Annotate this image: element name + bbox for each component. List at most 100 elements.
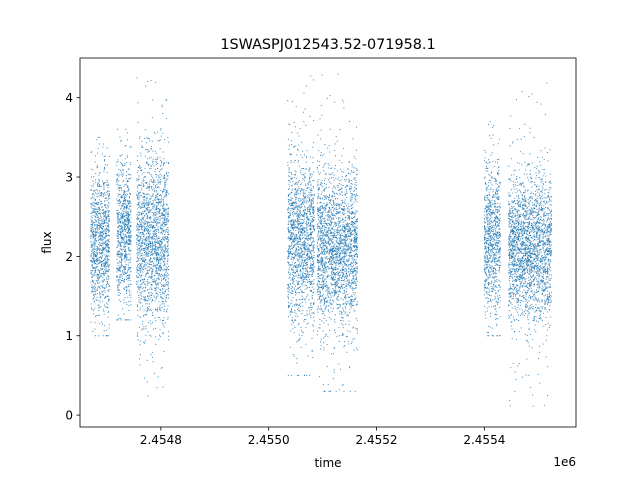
data-point — [92, 252, 94, 254]
data-point — [150, 198, 152, 199]
data-point — [144, 219, 146, 221]
data-point — [148, 206, 150, 208]
data-point — [127, 216, 129, 218]
data-point — [127, 239, 129, 241]
data-point — [330, 177, 332, 179]
data-point — [121, 225, 123, 227]
data-point — [301, 231, 303, 233]
data-point — [167, 318, 169, 320]
data-point — [310, 253, 312, 255]
data-point — [312, 209, 314, 211]
data-point — [152, 163, 154, 165]
data-point — [139, 309, 141, 311]
data-point — [165, 223, 167, 225]
data-point — [140, 184, 142, 186]
data-point — [305, 268, 307, 270]
data-point — [339, 258, 341, 260]
data-point — [126, 212, 128, 214]
data-point — [305, 229, 307, 231]
data-point — [298, 144, 300, 146]
data-point — [311, 274, 313, 276]
data-point — [151, 246, 153, 248]
data-point — [304, 299, 306, 301]
data-point — [301, 245, 303, 247]
data-point — [125, 293, 127, 295]
data-point — [150, 277, 152, 279]
data-point — [129, 215, 131, 217]
data-point — [320, 263, 322, 265]
data-point — [153, 245, 155, 247]
data-point — [117, 314, 119, 316]
data-point — [99, 235, 101, 237]
data-point — [102, 222, 104, 224]
data-point — [287, 250, 289, 252]
data-point — [153, 243, 155, 245]
data-point — [146, 284, 148, 286]
data-point — [153, 328, 155, 330]
data-point — [313, 206, 315, 208]
data-point — [152, 281, 154, 283]
data-point — [130, 202, 132, 204]
data-point — [142, 233, 144, 235]
data-point — [126, 289, 128, 291]
data-point — [90, 229, 92, 231]
data-point — [128, 275, 130, 277]
data-point — [294, 237, 296, 239]
data-point — [127, 224, 129, 226]
data-point — [166, 297, 168, 299]
data-point — [150, 148, 152, 150]
data-point — [118, 218, 120, 220]
data-point — [291, 225, 293, 227]
data-point — [139, 236, 141, 238]
data-point — [296, 236, 298, 238]
data-point — [313, 316, 315, 318]
data-point — [120, 318, 122, 320]
data-point — [107, 239, 109, 241]
data-point — [98, 235, 100, 237]
data-point — [151, 293, 153, 295]
data-point — [304, 243, 306, 245]
data-point — [96, 211, 98, 213]
data-point — [155, 284, 157, 286]
data-point — [340, 286, 342, 288]
data-point — [105, 261, 107, 263]
data-point — [145, 142, 147, 144]
data-point — [308, 219, 310, 221]
data-point — [153, 265, 155, 267]
data-point — [158, 236, 160, 238]
data-point — [103, 223, 105, 225]
data-point — [354, 183, 356, 185]
data-point — [166, 229, 168, 231]
data-point — [130, 205, 132, 207]
data-point — [144, 196, 146, 198]
data-point — [164, 255, 166, 257]
data-point — [92, 288, 94, 290]
data-point — [141, 242, 143, 244]
data-point — [124, 256, 126, 258]
data-point — [302, 177, 304, 179]
data-point — [305, 183, 307, 185]
data-point — [296, 271, 298, 273]
data-point — [125, 220, 127, 222]
data-point — [94, 230, 96, 232]
data-point — [140, 167, 142, 169]
data-point — [94, 283, 96, 285]
data-point — [102, 287, 104, 289]
data-point — [105, 229, 107, 231]
data-point — [97, 214, 99, 216]
data-point — [125, 253, 127, 255]
data-point — [95, 234, 97, 236]
data-point — [289, 179, 291, 181]
data-point — [136, 160, 138, 161]
data-point — [309, 257, 311, 259]
data-point — [121, 237, 123, 239]
data-point — [312, 211, 314, 213]
data-point — [118, 180, 120, 182]
data-point — [289, 283, 291, 285]
data-point — [163, 310, 165, 312]
data-point — [307, 249, 309, 251]
data-point — [351, 250, 353, 252]
data-point — [95, 232, 97, 234]
data-point — [296, 341, 298, 343]
data-point — [154, 197, 156, 199]
